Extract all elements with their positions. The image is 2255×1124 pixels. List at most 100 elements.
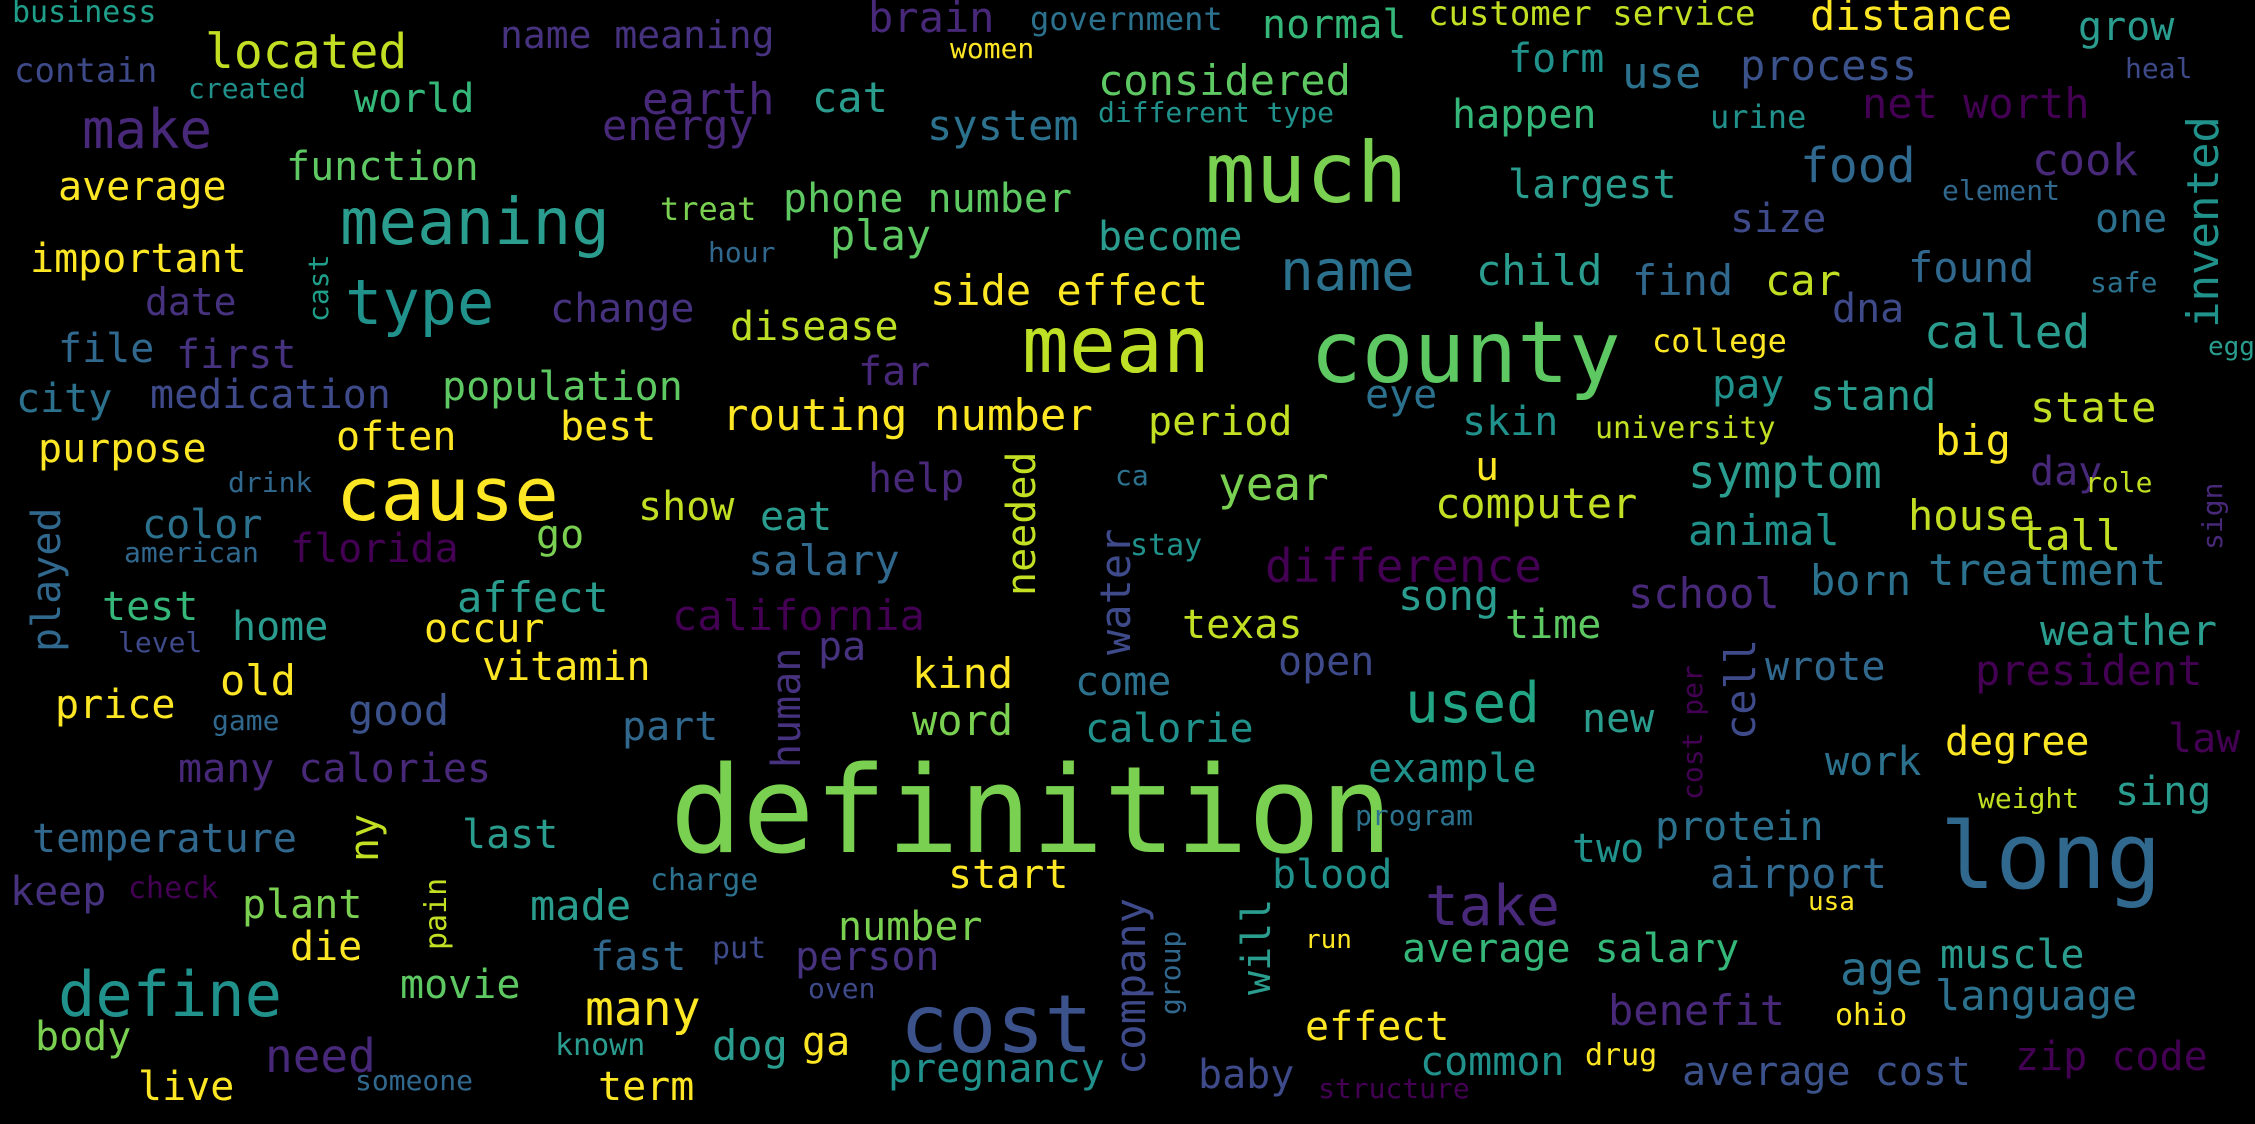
word-definition: definition: [670, 742, 1392, 881]
word-usa: usa: [1808, 887, 1855, 917]
word-example: example: [1368, 746, 1537, 792]
word-calorie: calorie: [1085, 706, 1254, 752]
word-show: show: [638, 484, 735, 530]
word-net-worth: net worth: [1862, 79, 2090, 128]
word-group: group: [1154, 931, 1187, 1015]
word-vitamin: vitamin: [482, 644, 651, 690]
word-company: company: [1106, 898, 1155, 1075]
word-government: government: [1030, 0, 1223, 38]
word-found: found: [1908, 243, 2034, 292]
word-oven: oven: [808, 972, 875, 1005]
word-salary: salary: [748, 536, 900, 585]
word-new: new: [1582, 696, 1655, 742]
word-system: system: [927, 101, 1079, 150]
word-texas: texas: [1182, 602, 1302, 648]
word-person: person: [795, 934, 940, 980]
word-college: college: [1652, 322, 1787, 360]
word-pregnancy: pregnancy: [888, 1046, 1105, 1092]
word-color: color: [142, 502, 262, 548]
word-side-effect: side effect: [930, 266, 1208, 315]
word-symptom: symptom: [1688, 445, 1882, 499]
word-use: use: [1622, 48, 1701, 99]
word-disease: disease: [730, 304, 899, 350]
word-much: much: [1205, 124, 1407, 222]
word-level: level: [118, 626, 202, 659]
word-mean: mean: [1022, 301, 1210, 391]
word-period: period: [1148, 399, 1293, 445]
word-name: name: [1280, 239, 1415, 304]
word-heal: heal: [2125, 52, 2192, 85]
word-known: known: [555, 1028, 645, 1063]
word-weight: weight: [1978, 782, 2079, 815]
word-game: game: [212, 704, 279, 737]
word-put: put: [712, 931, 766, 966]
word-american: american: [124, 536, 259, 569]
word-file: file: [58, 326, 154, 372]
word-structure: structure: [1318, 1072, 1470, 1105]
word-size: size: [1730, 196, 1826, 242]
word-ny: ny: [342, 814, 388, 862]
word-work: work: [1825, 739, 1921, 785]
word-dog: dog: [712, 1021, 788, 1070]
word-hour: hour: [708, 236, 775, 269]
word-world: world: [354, 76, 474, 122]
word-contain: contain: [14, 51, 157, 91]
word-date: date: [145, 280, 237, 324]
word-considered: considered: [1098, 56, 1351, 105]
word-come: come: [1075, 659, 1171, 705]
word-women: women: [950, 32, 1034, 65]
word-human: human: [764, 648, 810, 768]
word-ohio: ohio: [1835, 998, 1907, 1033]
word-cell: cell: [1716, 639, 1765, 740]
word-airport: airport: [1710, 849, 1887, 898]
word-treatment: treatment: [1928, 545, 2166, 596]
word-temperature: temperature: [32, 816, 297, 862]
word-go: go: [536, 512, 584, 558]
word-run: run: [1305, 925, 1352, 955]
word-change: change: [550, 286, 695, 332]
word-type: type: [345, 266, 494, 339]
word-someone: someone: [355, 1064, 473, 1097]
word-far: far: [858, 349, 930, 395]
word-need: need: [265, 1029, 376, 1083]
word-age: age: [1840, 942, 1923, 996]
word-plant: plant: [242, 882, 362, 928]
word-occur: occur: [424, 606, 544, 652]
word-routing-number: routing number: [722, 390, 1093, 441]
word-year: year: [1218, 457, 1329, 511]
word-earth: earth: [642, 74, 774, 125]
word-county: county: [1310, 303, 1621, 403]
word-number: number: [838, 904, 983, 950]
word-find: find: [1632, 256, 1733, 305]
word-make: make: [82, 98, 212, 161]
word-body: body: [35, 1014, 131, 1060]
word-law: law: [2168, 716, 2241, 762]
word-help: help: [868, 456, 964, 502]
word-sing: sing: [2115, 769, 2211, 815]
word-city: city: [16, 376, 112, 422]
word-called: called: [1924, 305, 2090, 359]
word-wrote: wrote: [1765, 644, 1885, 690]
word-two: two: [1572, 826, 1644, 872]
word-university: university: [1595, 411, 1776, 446]
word-become: become: [1098, 214, 1243, 260]
word-big: big: [1935, 416, 2011, 465]
word-dna: dna: [1832, 286, 1904, 332]
word-language: language: [1935, 971, 2137, 1020]
word-average-salary: average salary: [1402, 926, 1739, 972]
word-cast: cast: [302, 255, 335, 322]
word-u: u: [1475, 444, 1499, 490]
word-live: live: [138, 1064, 234, 1110]
word-program: program: [1355, 799, 1473, 832]
word-charge: charge: [650, 863, 758, 898]
word-start: start: [948, 852, 1068, 898]
word-price: price: [55, 682, 175, 728]
word-brain: brain: [868, 0, 994, 42]
word-cook: cook: [2032, 135, 2138, 186]
word-one: one: [2095, 196, 2167, 242]
word-role: role: [2085, 466, 2152, 499]
word-sign: sign: [2196, 483, 2229, 550]
word-die: die: [290, 924, 362, 970]
word-drug: drug: [1585, 1038, 1657, 1073]
word-located: located: [205, 24, 407, 80]
